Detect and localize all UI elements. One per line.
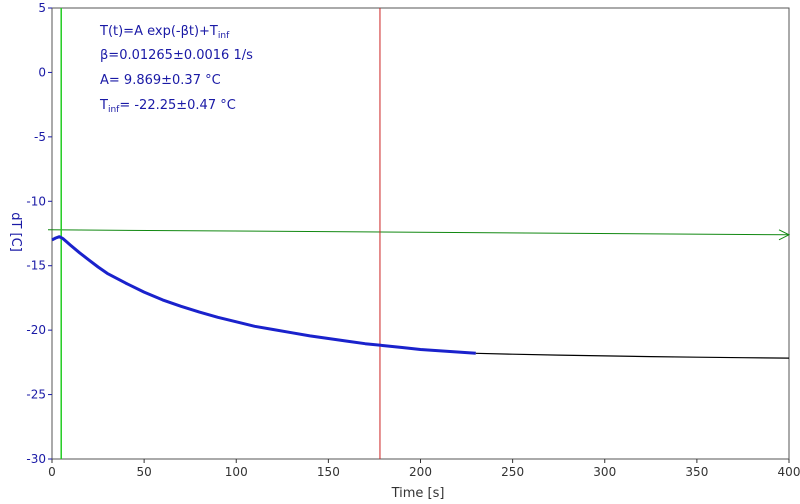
x-axis-label: Time [s] — [391, 486, 445, 501]
y-tick-label: -25 — [26, 388, 46, 402]
x-tick-label: 150 — [317, 465, 340, 479]
x-tick-label: 100 — [225, 465, 248, 479]
x-tick-label: 250 — [501, 465, 524, 479]
x-tick-label: 350 — [685, 465, 708, 479]
horizontal-marker-arrow — [778, 229, 791, 241]
y-tick-label: -10 — [26, 194, 46, 208]
data-series-measured — [51, 235, 476, 355]
y-tick-label: -30 — [26, 452, 46, 466]
fit-beta: β=0.01265±0.0016 1/s — [100, 48, 253, 63]
y-axis-label: dT [C] — [8, 212, 23, 252]
x-tick-label: 0 — [48, 465, 56, 479]
y-tick-label: 5 — [38, 1, 46, 15]
horizontal-marker-line — [47, 229, 790, 236]
x-tick-label: 400 — [778, 465, 800, 479]
x-tick-label: 300 — [593, 465, 616, 479]
fit-tinf: Tinf= -22.25±0.47 °C — [99, 98, 236, 115]
y-tick-label: -5 — [34, 130, 46, 144]
x-tick-label: 200 — [409, 465, 432, 479]
axis-ticks: 0 50 100 150 200 250 300 350 40050-5-10-15-20-25… — [26, 1, 800, 479]
y-tick-label: -20 — [26, 323, 46, 337]
fit-annotation: T(t)=A exp(-βt)+Tinf β=0.01265±0.0016 1/s… — [99, 24, 253, 115]
data-series-fit — [475, 352, 790, 359]
fit-amplitude: A= 9.869±0.37 °C — [100, 73, 221, 88]
y-tick-label: 0 — [38, 65, 46, 79]
fit-equation: T(t)=A exp(-βt)+Tinf — [99, 24, 230, 41]
x-tick-label: 50 — [136, 465, 151, 479]
y-tick-label: -15 — [26, 259, 46, 273]
